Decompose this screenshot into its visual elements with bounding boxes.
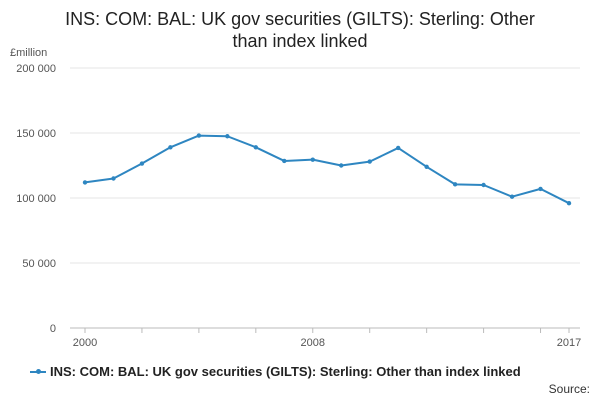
data-point — [310, 157, 315, 162]
data-point — [282, 158, 287, 164]
data-point — [196, 133, 202, 138]
source-label[interactable]: Source: — [548, 382, 590, 396]
data-point — [424, 164, 429, 169]
y-axis-unit-label: £million — [10, 47, 47, 59]
chart-title-line-2: than index linked — [232, 31, 368, 51]
data-point — [452, 182, 458, 187]
chart-title-line-1: INS: COM: BAL: UK gov securities (GILTS)… — [65, 9, 535, 29]
legend-series-label: INS: COM: BAL: UK gov securities (GILTS)… — [50, 364, 521, 379]
data-point — [139, 161, 145, 166]
series-line — [84, 134, 570, 205]
data-point — [509, 194, 515, 199]
y-tick-label: 50 000 — [22, 258, 56, 270]
legend[interactable]: INS: COM: BAL: UK gov securities (GILTS)… — [30, 364, 521, 379]
data-point — [82, 180, 88, 185]
data-point — [481, 182, 486, 188]
data-point — [339, 163, 344, 168]
y-tick-label: 200 000 — [16, 63, 56, 75]
x-tick-label: 2000 — [73, 337, 97, 349]
data-point — [225, 134, 230, 139]
data-point — [111, 176, 116, 181]
data-point — [253, 145, 259, 150]
x-tick-label: 2008 — [301, 337, 325, 349]
data-point — [538, 186, 543, 192]
y-tick-label: 150 000 — [16, 128, 56, 140]
y-tick-label: 100 000 — [16, 193, 56, 205]
data-point — [367, 159, 372, 164]
y-tick-label: 0 — [50, 323, 56, 335]
data-point — [566, 201, 572, 206]
chart-title: INS: COM: BAL: UK gov securities (GILTS)… — [0, 8, 600, 52]
legend-line-marker-icon — [30, 368, 46, 374]
x-tick-label: 2017 — [557, 337, 581, 349]
data-point — [395, 145, 401, 151]
data-point — [168, 145, 173, 150]
